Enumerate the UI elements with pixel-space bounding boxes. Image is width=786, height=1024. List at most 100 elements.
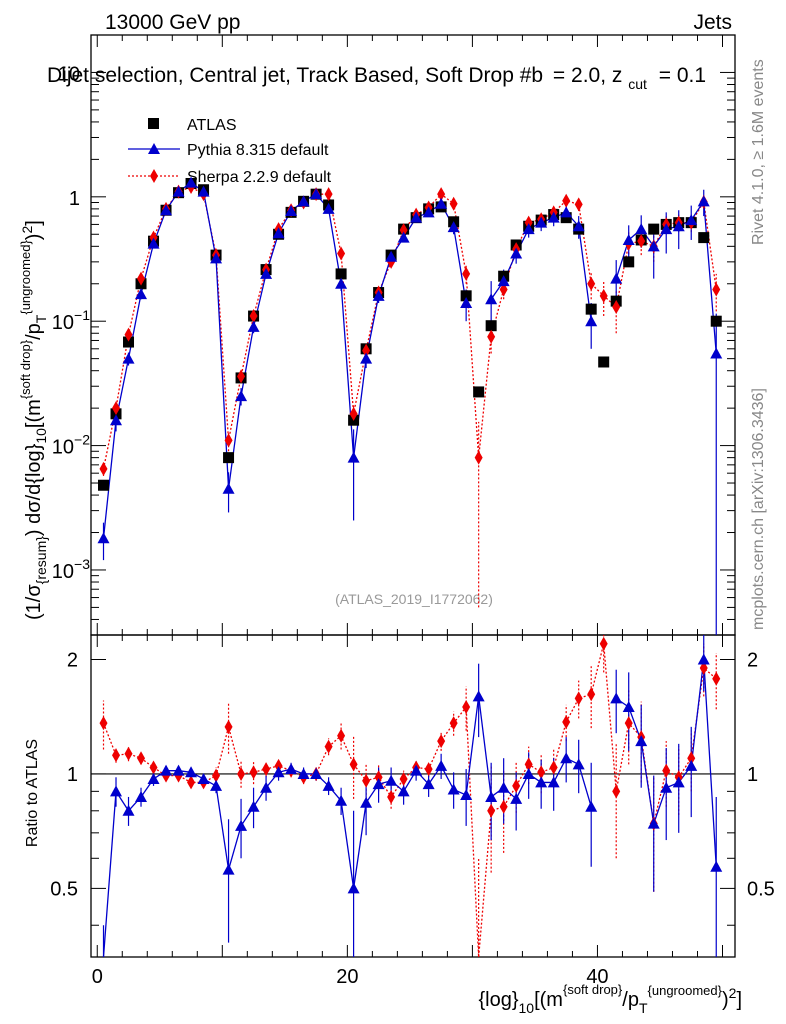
sherpa-ratio-point bbox=[399, 771, 408, 786]
header-right-label: Jets bbox=[693, 11, 732, 34]
legend-atlas-marker bbox=[148, 118, 159, 129]
sherpa-point bbox=[249, 309, 258, 324]
pythia-ratio-point bbox=[347, 882, 360, 894]
pythia-point bbox=[547, 211, 560, 223]
pythia-ratio-point bbox=[647, 817, 660, 829]
ratio-plot-marks bbox=[99, 635, 723, 958]
pythia-point bbox=[110, 414, 123, 426]
pythia-point bbox=[522, 223, 535, 235]
pythia-ratio-point bbox=[372, 778, 385, 790]
ratio-y-axis-label: Ratio to ATLAS bbox=[24, 739, 41, 847]
legend-sherpa-label: Sherpa 2.2.9 default bbox=[187, 169, 332, 186]
sherpa-point bbox=[124, 327, 133, 342]
pythia-point bbox=[372, 289, 385, 301]
legend: ATLAS Pythia 8.315 default Sherpa 2.2.9 … bbox=[128, 117, 332, 186]
pythia-point bbox=[397, 231, 410, 243]
pythia-point bbox=[535, 216, 548, 228]
pythia-point bbox=[360, 352, 373, 364]
pythia-point bbox=[685, 214, 698, 226]
atlas-point bbox=[460, 290, 472, 302]
pythia-ratio-point bbox=[572, 758, 585, 770]
sherpa-ratio-point bbox=[574, 691, 583, 706]
pythia-ratio-point bbox=[685, 759, 698, 771]
pythia-ratio-point bbox=[547, 776, 560, 788]
pythia-ratio-point bbox=[510, 792, 523, 804]
sherpa-ratio-point bbox=[337, 728, 346, 743]
pythia-ratio-point bbox=[697, 653, 710, 665]
sherpa-ratio-point bbox=[449, 716, 458, 731]
pythia-ratio-point bbox=[385, 774, 398, 786]
pythia-point bbox=[135, 288, 148, 300]
pythia-point bbox=[572, 220, 585, 232]
sherpa-ratio-point bbox=[524, 757, 533, 772]
pythia-ratio-line bbox=[102, 696, 592, 958]
pythia-ratio-point bbox=[660, 781, 673, 793]
sherpa-point bbox=[112, 401, 121, 416]
sherpa-ratio-point bbox=[249, 765, 258, 780]
sherpa-point bbox=[324, 187, 333, 202]
atlas-point bbox=[485, 320, 497, 332]
sherpa-point bbox=[599, 288, 608, 303]
rivet-label: Rivet 4.1.0, ≥ 1.6M events bbox=[750, 59, 767, 245]
pythia-ratio-point bbox=[422, 778, 435, 790]
pythia-ratio-point bbox=[585, 800, 598, 812]
sherpa-point bbox=[224, 433, 233, 448]
sherpa-point bbox=[237, 369, 246, 384]
pythia-point bbox=[97, 532, 110, 544]
pythia-point bbox=[485, 293, 498, 305]
legend-pythia-marker bbox=[148, 143, 160, 154]
sherpa-ratio-point bbox=[224, 719, 233, 734]
sherpa-point bbox=[99, 461, 108, 476]
sherpa-ratio-point bbox=[187, 775, 196, 790]
pythia-point bbox=[497, 275, 510, 287]
sherpa-ratio-point bbox=[349, 757, 358, 772]
pythia-point bbox=[410, 211, 423, 223]
sherpa-point bbox=[137, 271, 146, 286]
pythia-point bbox=[222, 482, 235, 494]
sherpa-ratio-point bbox=[149, 760, 158, 775]
pythia-ratio-point bbox=[397, 785, 410, 797]
sherpa-point bbox=[562, 193, 571, 208]
pythia-point bbox=[710, 347, 723, 359]
pythia-point bbox=[435, 197, 448, 209]
pythia-point bbox=[310, 188, 323, 200]
pythia-point bbox=[335, 277, 348, 289]
pythia-ratio-point bbox=[360, 796, 373, 808]
plot-title: Dijet selection, Central jet, Track Base… bbox=[47, 64, 706, 94]
y-tick-label: 1 bbox=[69, 188, 80, 210]
header-left-label: 13000 GeV pp bbox=[105, 11, 240, 34]
sherpa-ratio-point bbox=[99, 716, 108, 731]
sherpa-ratio-point bbox=[624, 716, 633, 731]
plot-title-main: Dijet selection, Central jet, Track Base… bbox=[47, 64, 543, 87]
pythia-point bbox=[285, 204, 298, 216]
sherpa-point bbox=[462, 266, 471, 281]
sherpa-point bbox=[474, 450, 483, 465]
pythia-point bbox=[510, 247, 523, 259]
atlas-point bbox=[585, 303, 597, 315]
sherpa-point bbox=[399, 223, 408, 238]
y-tick-label: 10 bbox=[58, 63, 80, 85]
pythia-ratio-point bbox=[185, 766, 198, 778]
sherpa-ratio-point bbox=[124, 746, 133, 761]
pythia-point bbox=[160, 204, 173, 216]
pythia-ratio-point bbox=[197, 772, 210, 784]
sherpa-point bbox=[612, 300, 621, 315]
sherpa-ratio-point bbox=[362, 773, 371, 788]
sherpa-ratio-point bbox=[374, 770, 383, 785]
atlas-point bbox=[98, 479, 110, 491]
pythia-ratio-point bbox=[710, 860, 723, 872]
sherpa-point bbox=[712, 282, 721, 297]
pythia-ratio-point bbox=[110, 785, 123, 797]
y-axis-label: (1/σ{resum}) dσ/d{log}10[(m{soft drop}/p… bbox=[18, 220, 49, 620]
ratio-plot-frame bbox=[90, 634, 736, 958]
pythia-ratio-point bbox=[235, 819, 248, 831]
sherpa-ratio-point bbox=[687, 751, 696, 766]
sherpa-line bbox=[102, 186, 717, 469]
mcplots-label: mcplots.cern.ch [arXiv:1306.3436] bbox=[750, 388, 767, 630]
sherpa-ratio-point bbox=[487, 803, 496, 818]
analysis-id-label: (ATLAS_2019_I1772062) bbox=[335, 591, 493, 607]
y-tick-label: 10−1 bbox=[52, 307, 90, 334]
axis-tick-labels: 0 20 40 10−3 10−2 10−1 1 10 0.5 0.5 1 1 2 2 bbox=[50, 63, 775, 988]
pythia-ratio-point bbox=[122, 804, 135, 816]
pythia-ratio-point bbox=[297, 767, 310, 779]
